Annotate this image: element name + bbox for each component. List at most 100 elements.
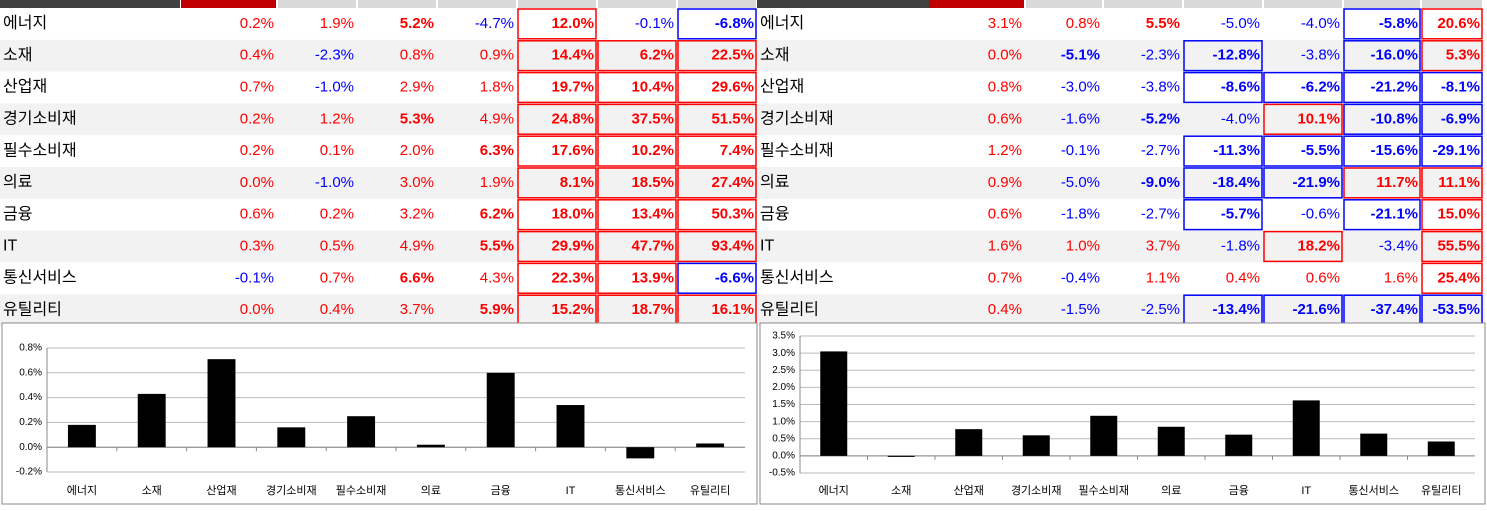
cell-value: 1.9% (320, 15, 354, 32)
x-tick-label: 금융 (491, 484, 511, 497)
cell-value: 0.7% (240, 78, 274, 95)
cell-value: -0.1% (1061, 142, 1100, 159)
x-tick-label: 소재 (142, 484, 162, 497)
cell-box (677, 8, 757, 40)
cell-value: -3.8% (1141, 78, 1180, 95)
cell-box (1183, 135, 1263, 167)
sector-name: 산업재 (3, 78, 47, 96)
cell-value: 11.1% (1438, 174, 1480, 191)
row-bg (757, 167, 1485, 199)
header-cell (438, 0, 516, 8)
cell-value: 0.8% (988, 78, 1022, 95)
cell-value: 0.0% (240, 174, 274, 191)
cell-value: 0.6% (988, 206, 1022, 223)
cell-value: 0.2% (240, 15, 274, 32)
x-tick-label: 산업재 (206, 484, 236, 497)
cell-value: 17.6% (551, 142, 594, 159)
cell-value: 0.4% (240, 47, 274, 64)
bar (1157, 426, 1185, 456)
chart-frame (759, 322, 1486, 505)
cell-value: 16.1% (711, 301, 754, 318)
header-cell (598, 0, 676, 8)
row-bg (0, 167, 757, 199)
cell-value: 6.2% (480, 206, 514, 223)
cell-value: 19.7% (551, 78, 594, 95)
cell-value: 50.3% (711, 206, 754, 223)
bar (1292, 400, 1320, 456)
cell-value: -1.8% (1221, 237, 1260, 254)
cell-box (1343, 103, 1421, 135)
x-tick-label: 의료 (421, 484, 441, 497)
cell-value: -2.3% (1141, 47, 1180, 64)
cell-box (1183, 167, 1263, 199)
cell-box (1421, 230, 1483, 263)
cell-value: -5.5% (1301, 142, 1340, 159)
cell-value: -1.0% (315, 174, 354, 191)
x-tick-label: 에너지 (819, 484, 849, 497)
cell-box (1421, 40, 1483, 72)
header-cell (1104, 0, 1182, 8)
cell-value: 12.0% (551, 15, 594, 32)
cell-value: -11.3% (1213, 142, 1260, 159)
cell-box (517, 8, 597, 40)
cell-box (1263, 71, 1343, 104)
row-bg (0, 294, 757, 326)
sector-name: 필수소비재 (3, 141, 77, 159)
bar (486, 372, 515, 448)
cell-box (597, 103, 677, 135)
sector-name: 통신서비스 (3, 269, 77, 287)
cell-value: -5.0% (1061, 174, 1100, 191)
y-tick-label: 0.2% (19, 417, 42, 428)
y-tick-label: 0.4% (19, 392, 42, 403)
x-tick-label: IT (566, 485, 576, 497)
cell-box (677, 71, 757, 104)
bar (955, 429, 983, 456)
cell-value: 18.0% (551, 206, 594, 223)
y-tick-label: 0.5% (772, 433, 795, 444)
cell-box (517, 167, 597, 199)
cell-box (1421, 135, 1483, 167)
y-tick-label: 3.5% (772, 331, 795, 342)
cell-value: -10.8% (1370, 110, 1418, 127)
cell-value: 0.6% (1306, 269, 1340, 286)
cell-value: 51.5% (711, 110, 754, 127)
sector-name: 의료 (760, 173, 789, 191)
cell-value: -0.6% (1301, 206, 1340, 223)
bar (1225, 434, 1253, 456)
bar (556, 405, 585, 448)
cell-value: 20.6% (1437, 15, 1480, 32)
header-cell (358, 0, 436, 8)
y-tick-label: 0.0% (772, 451, 795, 462)
sector-name: IT (760, 238, 774, 255)
row-bg (757, 230, 1485, 263)
cell-value: -8.1% (1441, 78, 1480, 95)
cell-box (1263, 135, 1343, 167)
cell-value: 3.1% (988, 15, 1022, 32)
cell-value: -3.4% (1379, 237, 1418, 254)
cell-value: 0.0% (988, 47, 1022, 64)
cell-value: 0.0% (240, 301, 274, 318)
header-cell (1344, 0, 1420, 8)
sector-name: 경기소비재 (760, 110, 834, 128)
row-bg (0, 39, 757, 72)
cell-box (1183, 199, 1263, 231)
cell-value: 5.2% (400, 15, 434, 32)
cell-value: -37.4% (1370, 301, 1418, 318)
cell-value: 3.7% (1146, 237, 1180, 254)
cell-value: 2.9% (400, 78, 434, 95)
cell-box (517, 262, 597, 294)
bar (137, 393, 166, 448)
cell-value: 4.9% (400, 237, 434, 254)
cell-value: -6.8% (715, 15, 754, 32)
cell-box (1421, 262, 1483, 294)
cell-value: -21.2% (1370, 78, 1418, 95)
cell-value: 0.9% (480, 47, 514, 64)
header-cell (1184, 0, 1262, 8)
cell-value: 6.3% (480, 142, 514, 159)
cell-value: 8.1% (560, 174, 594, 191)
cell-value: 29.6% (711, 78, 754, 95)
cell-value: 5.5% (480, 237, 514, 254)
cell-value: -1.0% (315, 78, 354, 95)
cell-value: -21.9% (1292, 174, 1340, 191)
bar (626, 447, 655, 459)
